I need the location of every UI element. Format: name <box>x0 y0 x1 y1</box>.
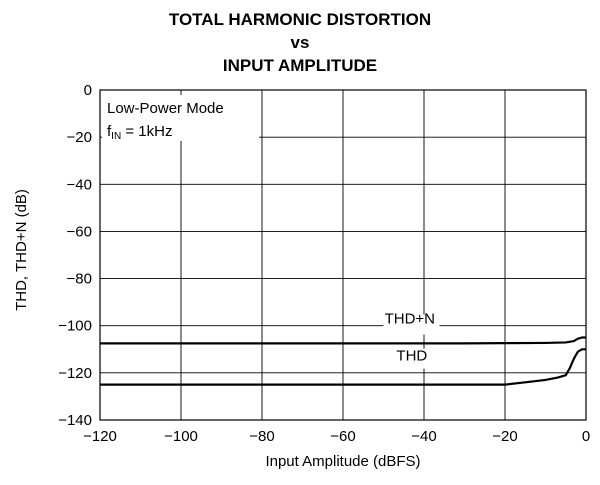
x-tick-label: −120 <box>83 428 117 445</box>
x-tick-label: −60 <box>330 428 355 445</box>
series-lines <box>100 336 586 386</box>
annotations: Low-Power Mode fIN = 1kHz THD+N THD <box>102 95 440 369</box>
x-tick-label: −40 <box>411 428 436 445</box>
x-tick-label: −100 <box>164 428 198 445</box>
annotation-box <box>102 95 259 141</box>
thdn-label-bg <box>383 314 440 335</box>
y-tick-label: −140 <box>58 412 92 429</box>
x-tick-label: 0 <box>582 428 590 445</box>
y-tick-label: −40 <box>67 176 92 193</box>
series-label-thd: THD <box>396 348 427 365</box>
annotation-mode: Low-Power Mode <box>107 100 224 117</box>
plot-frame <box>99 89 587 421</box>
thd-label-bg <box>391 348 436 369</box>
x-tick-label: −20 <box>492 428 517 445</box>
series-line-thd-n <box>100 336 586 345</box>
x-axis-label: Input Amplitude (dBFS) <box>265 453 420 470</box>
y-tick-label: 0 <box>84 82 92 99</box>
x-tick-label: −80 <box>249 428 274 445</box>
y-tick-label: −80 <box>67 271 92 288</box>
y-tick-label: −60 <box>67 223 92 240</box>
y-tick-label: −20 <box>67 129 92 146</box>
annotation-frequency: fIN = 1kHz <box>107 123 172 142</box>
series-line-thd <box>100 348 586 386</box>
chart-title-line-1: TOTAL HARMONIC DISTORTION <box>168 10 432 29</box>
y-tick-label: −100 <box>58 318 92 335</box>
chart-title-line-2: vs <box>290 33 310 52</box>
tick-labels: −120 −100 −80 −60 −40 −20 0 0 −20 −40 −60 −80 −100 −1… <box>58 82 590 445</box>
series-label-thdn: THD+N <box>385 311 435 328</box>
y-axis-label: THD, THD+N (dB) <box>13 189 30 311</box>
y-tick-label: −120 <box>58 365 92 382</box>
chart-title-line-3: INPUT AMPLITUDE <box>222 56 378 75</box>
